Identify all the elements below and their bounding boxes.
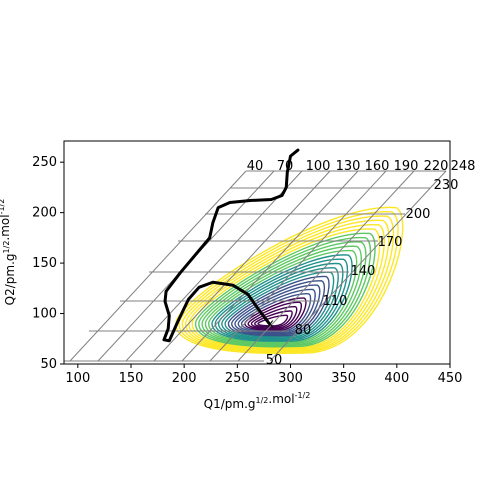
contour-line <box>221 267 339 339</box>
grid-line <box>69 170 247 362</box>
contour-line <box>188 224 385 350</box>
top-contour-labels: 40 70 100 130 160 190 220 248 <box>247 159 476 174</box>
top-contour-label: 190 <box>394 159 419 174</box>
contour-line <box>184 219 390 351</box>
grid-line <box>237 170 415 362</box>
grid-line <box>269 170 447 362</box>
contour-line <box>181 215 395 352</box>
top-contour-label: 160 <box>365 159 390 174</box>
right-contour-label: 230 <box>434 178 459 193</box>
contour-line <box>257 314 289 327</box>
contour-line <box>224 271 335 338</box>
axes-frame <box>63 140 451 365</box>
x-tick-label: 250 <box>225 371 250 386</box>
trajectory-line <box>162 148 300 343</box>
grid-line <box>125 170 303 362</box>
grid-line <box>209 170 387 362</box>
top-contour-label: 70 <box>277 159 294 174</box>
top-contour-label: 40 <box>247 159 264 174</box>
contour-line <box>240 293 312 332</box>
contour-line <box>211 254 353 342</box>
x-tick-label: 350 <box>331 371 356 386</box>
y-tick-label: 150 <box>32 256 57 271</box>
contour-line <box>247 301 302 330</box>
contour-line <box>198 237 372 347</box>
contour-line <box>244 297 307 331</box>
x-tick-label: 200 <box>172 371 197 386</box>
top-contour-label: 220 <box>424 159 449 174</box>
contour-line <box>201 241 367 346</box>
x-tick-label: 300 <box>278 371 303 386</box>
right-contour-label: 50 <box>266 353 283 368</box>
right-contour-label: 200 <box>406 207 431 222</box>
right-contour-label: 140 <box>351 264 376 279</box>
y-tick-label: 50 <box>40 357 57 372</box>
x-tick-label: 400 <box>384 371 409 386</box>
y-tick-label: 200 <box>32 206 57 221</box>
contour-line <box>191 228 381 349</box>
contour-line <box>178 211 399 353</box>
contour-line <box>254 310 293 328</box>
grid-line <box>181 170 359 362</box>
contour-line <box>250 306 298 329</box>
contour-line <box>204 245 362 345</box>
top-contour-label: 130 <box>336 159 361 174</box>
contour-line <box>214 258 348 341</box>
plot-area: x <box>64 148 447 362</box>
x-tick-label: 100 <box>65 371 90 386</box>
y-axis-label: Q2/pm.g1/2.mol-1/2 <box>0 199 17 306</box>
x-tick-label: 450 <box>438 371 463 386</box>
x-tick-label: 150 <box>119 371 144 386</box>
contour-line <box>194 232 376 348</box>
grid-lines <box>64 170 447 362</box>
y-axis-ticks: 50 100 150 200 250 <box>32 155 64 372</box>
contour-line <box>227 275 330 337</box>
top-contour-label: 248 <box>451 159 476 174</box>
y-tick-label: 250 <box>32 155 57 170</box>
right-contour-label: 110 <box>323 294 348 309</box>
top-contour-label: 100 <box>306 159 331 174</box>
x-axis-ticks: 100 150 200 250 300 350 400 450 <box>65 364 462 386</box>
grid-line <box>153 170 331 362</box>
contour-line <box>207 250 358 343</box>
minimum-marker: x <box>267 317 274 331</box>
right-contour-label: 170 <box>378 235 403 250</box>
y-tick-label: 100 <box>32 307 57 322</box>
right-contour-label: 80 <box>295 323 312 338</box>
x-axis-label: Q1/pm.g1/2.mol-1/2 <box>204 391 311 411</box>
